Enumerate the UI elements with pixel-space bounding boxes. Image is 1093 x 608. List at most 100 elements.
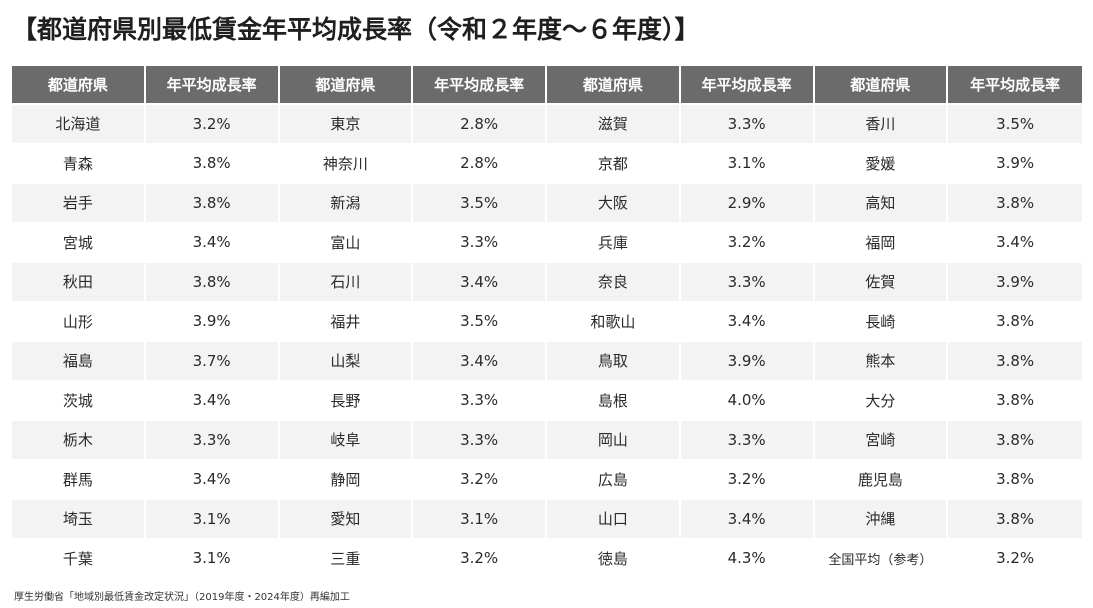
prefecture-cell: 広島 bbox=[547, 458, 681, 498]
column-header-prefecture: 都道府県 bbox=[814, 66, 949, 103]
prefecture-cell: 栃木 bbox=[12, 419, 146, 459]
growth-rate-cell: 2.8% bbox=[413, 103, 547, 143]
prefecture-cell: 神奈川 bbox=[279, 142, 414, 182]
growth-rate-cell: 3.8% bbox=[948, 498, 1082, 538]
prefecture-cell: 北海道 bbox=[12, 103, 146, 143]
growth-rate-cell: 3.4% bbox=[948, 221, 1082, 261]
prefecture-cell: 宮崎 bbox=[814, 419, 949, 459]
growth-rate-cell: 3.4% bbox=[145, 221, 280, 261]
prefecture-cell: 大分 bbox=[814, 379, 949, 419]
growth-rate-cell: 3.8% bbox=[948, 458, 1082, 498]
prefecture-cell: 茨城 bbox=[12, 379, 146, 419]
prefecture-cell: 福井 bbox=[279, 300, 414, 340]
growth-rate-cell: 3.8% bbox=[145, 142, 280, 182]
prefecture-cell: 兵庫 bbox=[547, 221, 681, 261]
growth-rate-cell: 3.4% bbox=[145, 379, 280, 419]
growth-rate-cell: 3.9% bbox=[948, 142, 1082, 182]
prefecture-cell: 高知 bbox=[814, 182, 949, 222]
prefecture-cell: 山形 bbox=[12, 300, 146, 340]
column-header-growth-rate: 年平均成長率 bbox=[413, 66, 547, 103]
table-row: 青森 3.8% 神奈川 2.8% 京都 3.1% 愛媛 3.9% bbox=[12, 142, 1082, 182]
growth-rate-cell: 3.2% bbox=[680, 221, 815, 261]
table-row: 山形 3.9% 福井 3.5% 和歌山 3.4% 長崎 3.8% bbox=[12, 300, 1082, 340]
prefecture-cell: 和歌山 bbox=[547, 300, 681, 340]
prefecture-cell: 愛媛 bbox=[814, 142, 949, 182]
table-row: 岩手 3.8% 新潟 3.5% 大阪 2.9% 高知 3.8% bbox=[12, 182, 1082, 222]
growth-rate-cell: 3.7% bbox=[145, 340, 280, 380]
prefecture-cell: 山梨 bbox=[279, 340, 414, 380]
prefecture-cell: 岩手 bbox=[12, 182, 146, 222]
prefecture-cell: 滋賀 bbox=[547, 103, 681, 143]
column-header-growth-rate: 年平均成長率 bbox=[948, 66, 1082, 103]
growth-rate-cell: 3.8% bbox=[948, 419, 1082, 459]
column-header-growth-rate: 年平均成長率 bbox=[680, 66, 815, 103]
growth-rate-cell: 3.2% bbox=[680, 458, 815, 498]
growth-rate-cell: 4.3% bbox=[680, 537, 815, 577]
prefecture-cell: 徳島 bbox=[547, 537, 681, 577]
table-row: 秋田 3.8% 石川 3.4% 奈良 3.3% 佐賀 3.9% bbox=[12, 261, 1082, 301]
prefecture-cell: 群馬 bbox=[12, 458, 146, 498]
prefecture-cell: 秋田 bbox=[12, 261, 146, 301]
prefecture-cell: 岡山 bbox=[547, 419, 681, 459]
growth-rate-cell: 3.8% bbox=[145, 182, 280, 222]
prefecture-cell: 宮城 bbox=[12, 221, 146, 261]
prefecture-cell: 岐阜 bbox=[279, 419, 414, 459]
prefecture-cell: 静岡 bbox=[279, 458, 414, 498]
growth-rate-cell: 3.8% bbox=[948, 379, 1082, 419]
prefecture-cell: 京都 bbox=[547, 142, 681, 182]
growth-rate-cell: 3.9% bbox=[145, 300, 280, 340]
prefecture-cell: 千葉 bbox=[12, 537, 146, 577]
prefecture-cell: 島根 bbox=[547, 379, 681, 419]
growth-rate-cell: 3.9% bbox=[680, 340, 815, 380]
growth-rate-cell: 3.4% bbox=[680, 498, 815, 538]
prefecture-cell: 埼玉 bbox=[12, 498, 146, 538]
source-note: 厚生労働省「地域別最低賃金改定状況」（2019年度・2024年度）再編加工 bbox=[14, 592, 350, 603]
growth-rate-cell: 3.8% bbox=[948, 340, 1082, 380]
column-header-growth-rate: 年平均成長率 bbox=[145, 66, 280, 103]
growth-rate-cell: 3.1% bbox=[413, 498, 547, 538]
table-row: 宮城 3.4% 富山 3.3% 兵庫 3.2% 福岡 3.4% bbox=[12, 221, 1082, 261]
prefecture-cell: 愛知 bbox=[279, 498, 414, 538]
table-row: 福島 3.7% 山梨 3.4% 鳥取 3.9% 熊本 3.8% bbox=[12, 340, 1082, 380]
growth-rate-cell: 3.2% bbox=[413, 537, 547, 577]
growth-rate-cell: 2.9% bbox=[680, 182, 815, 222]
growth-rate-cell: 3.8% bbox=[948, 300, 1082, 340]
table-body: 北海道 3.2% 東京 2.8% 滋賀 3.3% 香川 3.5% 青森 3.8% 神奈川 2.8% 京都… bbox=[12, 103, 1082, 577]
growth-rate-cell: 3.8% bbox=[145, 261, 280, 301]
wage-growth-table: 都道府県 年平均成長率 都道府県 年平均成長率 都道府県 年平均成長率 都道府県… bbox=[12, 66, 1082, 577]
prefecture-cell: 新潟 bbox=[279, 182, 414, 222]
growth-rate-cell: 2.8% bbox=[413, 142, 547, 182]
prefecture-cell: 佐賀 bbox=[814, 261, 949, 301]
prefecture-cell: 長崎 bbox=[814, 300, 949, 340]
growth-rate-cell: 3.3% bbox=[413, 379, 547, 419]
growth-rate-cell: 3.2% bbox=[145, 103, 280, 143]
growth-rate-cell: 3.4% bbox=[413, 261, 547, 301]
growth-rate-cell: 3.4% bbox=[680, 300, 815, 340]
growth-rate-cell: 3.2% bbox=[413, 458, 547, 498]
table-row: 千葉 3.1% 三重 3.2% 徳島 4.3% 全国平均（参考） 3.2% bbox=[12, 537, 1082, 577]
prefecture-cell: 沖縄 bbox=[814, 498, 949, 538]
prefecture-cell: 鳥取 bbox=[547, 340, 681, 380]
column-header-prefecture: 都道府県 bbox=[279, 66, 414, 103]
table-row: 茨城 3.4% 長野 3.3% 島根 4.0% 大分 3.8% bbox=[12, 379, 1082, 419]
prefecture-cell: 香川 bbox=[814, 103, 949, 143]
table-row: 栃木 3.3% 岐阜 3.3% 岡山 3.3% 宮崎 3.8% bbox=[12, 419, 1082, 459]
growth-rate-cell: 3.4% bbox=[145, 458, 280, 498]
prefecture-cell: 奈良 bbox=[547, 261, 681, 301]
growth-rate-cell: 3.2% bbox=[948, 537, 1082, 577]
prefecture-cell: 石川 bbox=[279, 261, 414, 301]
prefecture-cell: 福岡 bbox=[814, 221, 949, 261]
prefecture-cell: 東京 bbox=[279, 103, 414, 143]
prefecture-cell: 三重 bbox=[279, 537, 414, 577]
growth-rate-cell: 3.3% bbox=[413, 419, 547, 459]
prefecture-cell: 長野 bbox=[279, 379, 414, 419]
column-header-prefecture: 都道府県 bbox=[547, 66, 681, 103]
prefecture-cell: 富山 bbox=[279, 221, 414, 261]
column-header-prefecture: 都道府県 bbox=[12, 66, 146, 103]
growth-rate-cell: 3.5% bbox=[413, 182, 547, 222]
prefecture-cell: 福島 bbox=[12, 340, 146, 380]
prefecture-cell: 鹿児島 bbox=[814, 458, 949, 498]
growth-rate-cell: 3.3% bbox=[680, 419, 815, 459]
growth-rate-cell: 3.3% bbox=[145, 419, 280, 459]
growth-rate-cell: 3.1% bbox=[680, 142, 815, 182]
